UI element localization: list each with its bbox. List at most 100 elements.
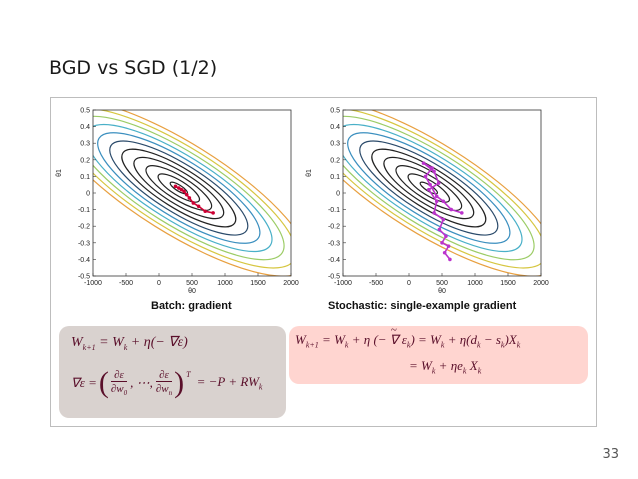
x-tick-label: 1000 xyxy=(467,280,483,287)
y-tick-label: -0.1 xyxy=(328,207,340,214)
descent-point xyxy=(434,199,439,204)
descent-point xyxy=(187,196,192,200)
batch-equation-line1: Wk+1 = Wk + η(− ∇ε) xyxy=(71,335,188,352)
x-tick-label: 0 xyxy=(407,280,411,287)
y-tick-label: 0.3 xyxy=(80,141,90,148)
batch-contour-svg: 0.5 0.4 0.3 0.2 0.1 0 -0.1 -0.2 -0.3 -0.4 -0.5-100… xyxy=(56,108,299,296)
contour-ring xyxy=(359,140,499,236)
x-tick-label: 1000 xyxy=(217,280,233,287)
x-tick-label: -1000 xyxy=(84,280,102,287)
contour-ring xyxy=(93,123,273,253)
contour-ring xyxy=(93,110,291,276)
x-tick-label: 500 xyxy=(436,280,448,287)
descent-point xyxy=(203,209,207,214)
contour-ring xyxy=(93,110,291,269)
contour-ring xyxy=(343,110,541,269)
descent-point xyxy=(427,187,431,192)
descent-point xyxy=(191,201,196,205)
x-tick-label: 1500 xyxy=(250,280,266,287)
contour-ring xyxy=(133,156,225,220)
contour-ring xyxy=(407,173,451,203)
slide-title: BGD vs SGD (1/2) xyxy=(49,57,218,79)
y-tick-label: -0.3 xyxy=(78,240,90,247)
contour-ring xyxy=(109,140,249,236)
contour-ring xyxy=(97,132,261,244)
batch-contour-plot: 0.5 0.4 0.3 0.2 0.1 0 -0.1 -0.2 -0.3 -0.4 -0.5 -100… xyxy=(51,98,311,320)
contour-ring xyxy=(343,123,523,253)
contour-ring xyxy=(343,115,535,261)
descent-point xyxy=(441,199,446,204)
descent-point xyxy=(446,244,451,248)
y-tick-label: 0.2 xyxy=(330,157,340,164)
contour-group xyxy=(93,110,291,276)
descent-point xyxy=(449,207,454,212)
descent-point xyxy=(434,194,439,199)
descent-point xyxy=(437,227,442,232)
contour-group xyxy=(343,110,541,276)
descent-point xyxy=(432,211,436,215)
batch-caption: Batch: gradient xyxy=(151,300,232,312)
x-tick-label: -1000 xyxy=(334,280,352,287)
descent-point xyxy=(432,169,436,174)
contour-ring xyxy=(395,165,463,211)
descent-point xyxy=(196,204,201,209)
y-tick-label: -0.4 xyxy=(78,257,90,264)
y-axis-label: θ1 xyxy=(306,169,313,177)
batch-equation-box: Wk+1 = Wk + η(− ∇ε) ∇ε = ( ∂ε ∂w0 , ⋯, ∂ε… xyxy=(59,326,286,418)
y-tick-label: -0.2 xyxy=(328,224,340,231)
y-tick-label: 0.1 xyxy=(330,174,340,181)
y-tick-label: -0.1 xyxy=(78,207,90,214)
descent-point xyxy=(177,186,181,190)
sgd-equation-box: Wk+1 = Wk + η (− ∇ ~ εk) = Wk + η(dk − sk… xyxy=(289,324,588,384)
y-tick-label: 0.3 xyxy=(330,141,340,148)
y-tick-label: 0.5 xyxy=(80,108,90,115)
sgd-contour-plot: 0.5 0.4 0.3 0.2 0.1 0 -0.1 -0.2 -0.3 -0.4 -0.5 -100… xyxy=(301,98,561,320)
descent-point xyxy=(184,192,189,197)
y-tick-label: 0.4 xyxy=(80,124,90,131)
descent-point xyxy=(440,241,444,245)
descent-point xyxy=(182,189,186,194)
descent-point xyxy=(441,217,446,222)
y-axis-label: θ1 xyxy=(56,169,63,177)
contour-ring xyxy=(383,156,475,220)
descent-point xyxy=(421,161,426,165)
descent-point xyxy=(430,166,434,170)
sgd-contour-svg: 0.5 0.4 0.3 0.2 0.1 0 -0.1 -0.2 -0.3 -0.4 -0.5-100… xyxy=(306,108,549,296)
descent-point xyxy=(460,211,464,215)
x-axis-label: θ0 xyxy=(438,288,446,295)
x-tick-label: -500 xyxy=(119,280,133,287)
x-tick-label: 2000 xyxy=(283,280,299,287)
descent-point xyxy=(444,234,448,238)
contour-ring xyxy=(145,165,213,211)
y-tick-label: 0.5 xyxy=(330,108,340,115)
descent-point xyxy=(179,187,184,192)
contour-ring xyxy=(371,148,487,228)
sgd-equation-line2: = Wk + ηek Xk xyxy=(409,358,482,376)
y-tick-label: 0.4 xyxy=(330,124,340,131)
x-axis-label: θ0 xyxy=(188,288,196,295)
y-tick-label: 0.2 xyxy=(80,157,90,164)
descent-point xyxy=(423,174,428,179)
sgd-caption: Stochastic: single-example gradient xyxy=(328,300,517,312)
x-tick-label: -500 xyxy=(369,280,383,287)
y-tick-label: -0.5 xyxy=(78,274,90,281)
descent-point xyxy=(173,184,178,189)
x-tick-label: 0 xyxy=(157,280,161,287)
contour-ring xyxy=(343,110,541,276)
y-tick-label: 0 xyxy=(86,191,90,198)
descent-point xyxy=(428,182,432,187)
y-tick-label: -0.4 xyxy=(328,257,340,264)
sgd-equation-line1: Wk+1 = Wk + η (− ∇ ~ εk) = Wk + η(dk − sk… xyxy=(295,324,521,350)
contour-ring xyxy=(93,115,285,261)
contour-ring xyxy=(157,173,201,203)
descent-point xyxy=(442,250,447,255)
descent-point xyxy=(211,211,215,215)
contour-ring xyxy=(121,148,237,228)
y-tick-label: 0.1 xyxy=(80,174,90,181)
batch-equation-line2: ∇ε = ( ∂ε ∂w0 , ⋯, ∂ε ∂wn ) T = −P + RWk xyxy=(71,366,263,399)
y-tick-label: -0.2 xyxy=(78,224,90,231)
y-tick-label: 0 xyxy=(336,191,340,198)
page-number: 33 xyxy=(602,447,619,462)
x-tick-label: 500 xyxy=(186,280,198,287)
y-tick-label: -0.3 xyxy=(328,240,340,247)
